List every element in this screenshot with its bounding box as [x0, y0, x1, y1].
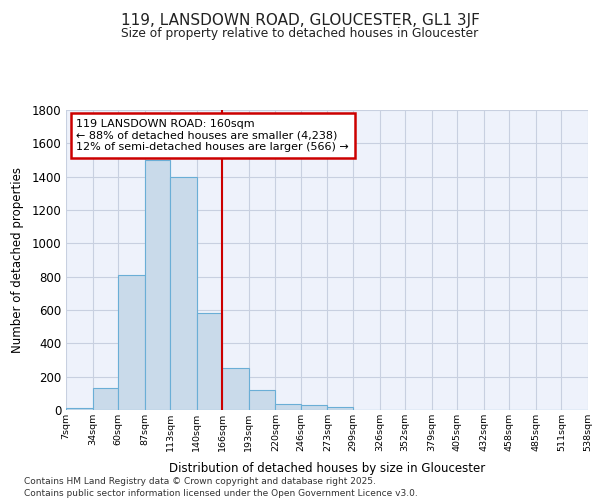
Text: 119 LANSDOWN ROAD: 160sqm
← 88% of detached houses are smaller (4,238)
12% of se: 119 LANSDOWN ROAD: 160sqm ← 88% of detac…	[76, 119, 349, 152]
Bar	[66, 408, 92, 410]
Bar	[301, 405, 328, 410]
Text: Contains public sector information licensed under the Open Government Licence v3: Contains public sector information licen…	[24, 489, 418, 498]
Text: Contains HM Land Registry data © Crown copyright and database right 2025.: Contains HM Land Registry data © Crown c…	[24, 478, 376, 486]
Bar	[275, 404, 301, 410]
Bar	[223, 368, 249, 410]
Bar	[145, 160, 170, 410]
Bar	[328, 406, 353, 410]
Bar	[249, 390, 275, 410]
X-axis label: Distribution of detached houses by size in Gloucester: Distribution of detached houses by size …	[169, 462, 485, 475]
Y-axis label: Number of detached properties: Number of detached properties	[11, 167, 25, 353]
Bar	[197, 314, 223, 410]
Bar	[92, 388, 118, 410]
Text: Size of property relative to detached houses in Gloucester: Size of property relative to detached ho…	[121, 28, 479, 40]
Text: 119, LANSDOWN ROAD, GLOUCESTER, GL1 3JF: 119, LANSDOWN ROAD, GLOUCESTER, GL1 3JF	[121, 12, 479, 28]
Bar	[118, 275, 145, 410]
Bar	[170, 176, 197, 410]
